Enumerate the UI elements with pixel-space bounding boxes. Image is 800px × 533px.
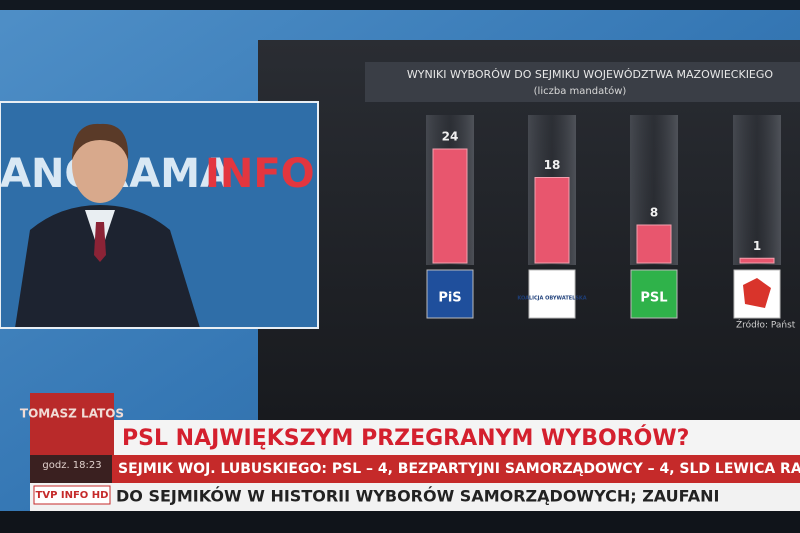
presenter-hair	[72, 123, 129, 160]
inset-frame	[0, 101, 319, 329]
value-label: 1	[753, 239, 761, 253]
category-label: PSL	[640, 291, 667, 306]
chart-title: WYNIKI WYBORÓW DO SEJMIKU WOJEWÓDZTWA MA…	[407, 68, 773, 81]
headline-bar	[112, 420, 800, 455]
bar-chart: 24 PiS 18 KOALICJA OBYWATELSKA 8 PSL 1	[426, 115, 781, 319]
guest-name: TOMASZ LATOS	[20, 407, 124, 421]
value-label: 18	[544, 158, 561, 172]
bar	[432, 148, 468, 264]
crawl-bar	[30, 483, 800, 511]
value-label: 24	[442, 130, 459, 144]
ticker-bar	[112, 455, 800, 483]
category-label: KOALICJA OBYWATELSKA	[517, 296, 586, 302]
presenter-tie	[94, 222, 106, 262]
clock: godz. 18:23	[42, 460, 101, 471]
chart-header	[365, 62, 800, 102]
ticker-text: SEJMIK WOJ. LUBUSKIEGO: PSL – 4, BEZPART…	[118, 461, 800, 477]
headline: PSL NAJWIĘKSZYM PRZEGRANYM WYBORÓW?	[122, 425, 689, 451]
presenter-body	[15, 205, 200, 328]
bar	[636, 224, 672, 264]
time-box	[30, 455, 114, 483]
value-label: 8	[650, 206, 658, 220]
screen-bezel	[0, 511, 800, 533]
channel-name: TVP INFO HD	[36, 490, 109, 501]
channel-logo	[33, 485, 111, 505]
backdrop-text: INFO	[205, 151, 315, 197]
party-logo	[426, 269, 474, 319]
chart-source: Źródło: Państ	[736, 319, 796, 331]
name-box	[30, 393, 114, 455]
bar-column	[733, 115, 781, 265]
crawl-text: DO SEJMIKÓW W HISTORII WYBORÓW SAMORZĄDO…	[116, 487, 720, 506]
party-logo	[630, 269, 678, 319]
presenter-head	[72, 127, 128, 203]
party-logo	[528, 269, 576, 319]
category-label: PiS	[438, 291, 461, 306]
screen-bezel	[0, 0, 800, 10]
chart-subtitle: (liczba mandatów)	[534, 85, 627, 97]
bar	[534, 177, 570, 264]
party-logo-mark	[743, 278, 771, 308]
bar	[739, 257, 775, 264]
studio-inset: ANORAMA INFO	[0, 102, 318, 328]
